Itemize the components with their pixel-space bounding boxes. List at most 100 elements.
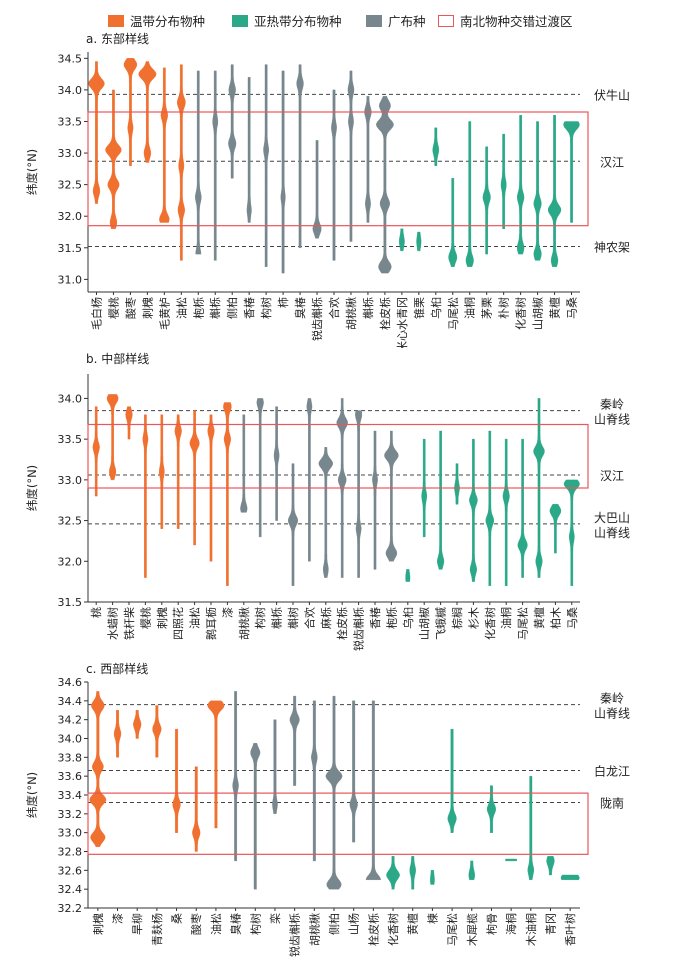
species-label: 茅栗 — [481, 297, 494, 319]
species-label: 山胡椒 — [417, 607, 431, 640]
violin-subtropical — [454, 463, 460, 505]
y-tick-label: 33.0 — [58, 827, 83, 840]
reference-label-line: 大巴山 — [594, 511, 630, 525]
legend-label-transition: 南北物种交错过渡区 — [460, 14, 573, 29]
violin-subtropical — [465, 121, 474, 267]
species-label: 锐齿槲栎 — [288, 913, 302, 957]
species-label: 香叶树 — [563, 913, 577, 946]
violin-widespread — [349, 700, 358, 843]
species-label: 栓皮栎 — [378, 297, 392, 330]
reference-label-line: 白龙江 — [594, 764, 630, 779]
violin-widespread — [365, 700, 382, 880]
y-axis-label: 纬度(°N) — [25, 465, 39, 511]
violin-subtropical — [469, 438, 478, 582]
species-label: 马尾松 — [446, 297, 460, 330]
violin-subtropical — [468, 860, 475, 880]
violin-subtropical — [502, 438, 510, 586]
violin-temperate — [176, 64, 186, 261]
species-label: 合欢 — [302, 607, 316, 629]
species-label: 胡桃楸 — [307, 913, 321, 946]
species-label: 酸枣 — [123, 297, 137, 319]
species-label: 麻栎 — [319, 607, 333, 629]
legend-swatch-widespread — [366, 14, 382, 27]
legend-label-temperate: 温带分布物种 — [130, 14, 206, 29]
species-label: 构树 — [248, 913, 262, 935]
violin-widespread — [287, 463, 299, 586]
y-tick-label: 32.6 — [58, 864, 83, 877]
species-label: 楝 — [425, 913, 439, 924]
violin-subtropical — [409, 856, 416, 890]
species-label: 化香树 — [514, 297, 528, 330]
species-label: 铁杆柴 — [122, 607, 136, 640]
species-label: 栓皮栎 — [366, 913, 380, 946]
species-label: 构树 — [259, 297, 273, 319]
violin-subtropical — [549, 504, 562, 554]
species-label: 香椿 — [369, 607, 382, 629]
violin-widespread — [228, 64, 237, 179]
violin-widespread — [306, 398, 313, 562]
violin-widespread — [372, 430, 378, 570]
y-tick-label: 32.0 — [58, 555, 83, 568]
species-label: 酸枣 — [189, 913, 203, 935]
species-label: 毛黄栌 — [157, 297, 171, 330]
species-label: 米心水青冈 — [396, 297, 409, 348]
reference-label-line: 汉江 — [600, 469, 624, 483]
transition-zone-box — [87, 111, 589, 227]
violin-widespread — [355, 410, 363, 578]
violin-subtropical — [399, 228, 405, 252]
species-label: 海桐 — [504, 913, 518, 935]
violin-widespread — [240, 414, 248, 513]
species-label: 合欢 — [327, 297, 341, 319]
violin-subtropical — [563, 479, 580, 586]
y-tick-label: 33.0 — [58, 474, 83, 487]
violin-subtropical — [500, 133, 507, 229]
legend-item-transition: 南北物种交错过渡区 — [438, 11, 573, 30]
y-tick-label: 33.4 — [58, 789, 83, 802]
y-tick-label: 32.8 — [58, 846, 83, 859]
species-label: 化香树 — [386, 913, 400, 946]
species-label: 胡桃楸 — [344, 297, 358, 330]
species-label: 油松 — [174, 297, 188, 319]
species-label: 黄檀 — [532, 607, 546, 629]
violin-temperate — [152, 705, 162, 758]
reference-line-label: 汉江 — [600, 469, 624, 483]
violin-subtropical — [416, 231, 422, 252]
violin-widespread — [212, 70, 219, 261]
violin-widespread — [312, 140, 322, 239]
violin-widespread — [311, 700, 318, 862]
violin-widespread — [263, 64, 270, 267]
species-label: 香椿 — [243, 297, 256, 319]
species-label: 樱桃 — [106, 297, 120, 319]
y-tick-label: 32.0 — [58, 210, 83, 223]
violin-temperate — [92, 406, 100, 497]
reference-line-label: 伏牛山 — [594, 87, 630, 102]
transition-zone-box — [87, 423, 589, 489]
violin-temperate — [223, 402, 232, 586]
species-label: 桃 — [89, 607, 103, 618]
species-label: 黄檀 — [548, 297, 562, 319]
violin-temperate — [174, 414, 182, 529]
y-tick-label: 33.2 — [58, 808, 83, 821]
species-label: 油松 — [209, 913, 223, 935]
violin-subtropical — [436, 430, 445, 570]
violin-widespread — [384, 430, 399, 562]
species-label: 漆 — [221, 607, 234, 618]
violin-temperate — [207, 700, 225, 829]
violin-widespread — [232, 691, 239, 862]
species-label: 槲栎 — [209, 297, 222, 319]
violin-subtropical — [447, 728, 457, 833]
y-tick-label: 32.2 — [58, 902, 83, 915]
species-label: 棕榈 — [450, 607, 464, 629]
y-tick-label: 34.5 — [58, 52, 83, 65]
transition-zone-box — [87, 792, 589, 855]
species-label: 四照花 — [172, 607, 185, 640]
species-label: 侧柏 — [225, 297, 239, 319]
violin-widespread — [296, 64, 304, 248]
violin-temperate — [158, 414, 165, 529]
y-tick-label: 34.0 — [58, 733, 83, 746]
species-label: 青冈 — [544, 913, 557, 935]
violin-subtropical — [405, 569, 411, 582]
reference-line-label: 汉江 — [600, 155, 624, 169]
violin-temperate — [89, 691, 107, 847]
